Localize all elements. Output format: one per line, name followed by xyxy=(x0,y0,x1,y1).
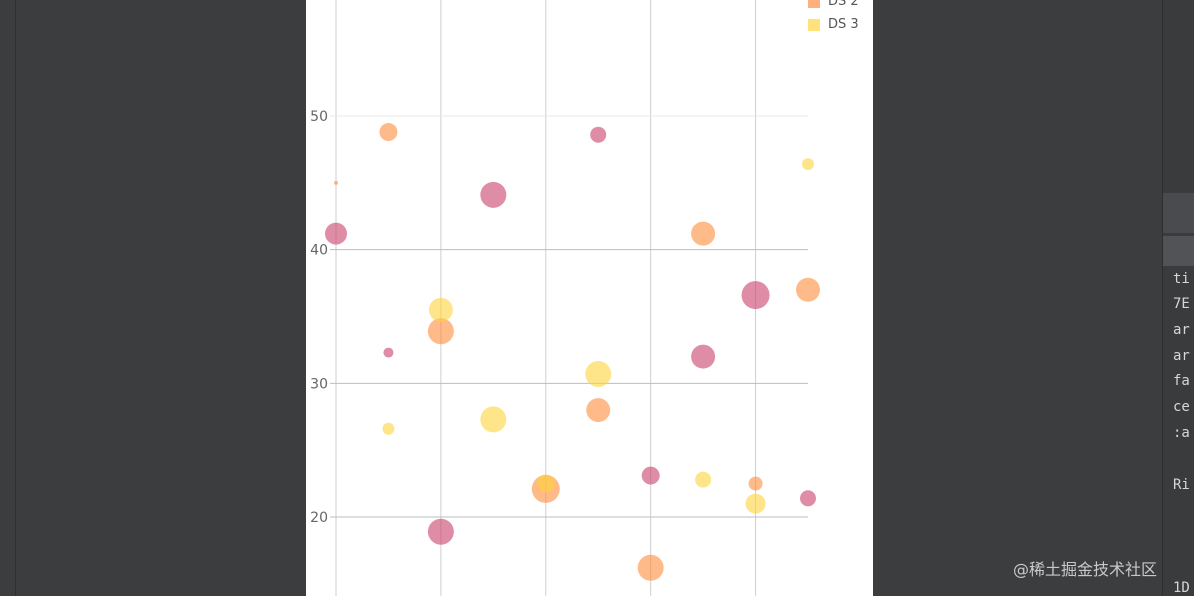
left-panel-divider xyxy=(15,0,16,596)
bubble-ds3[interactable] xyxy=(536,474,555,493)
bubble-ds2[interactable] xyxy=(691,221,716,246)
bubble-ds3[interactable] xyxy=(382,422,395,435)
legend-label-ds3: DS 3 xyxy=(828,17,859,32)
bubble-ds1[interactable] xyxy=(741,281,770,310)
bubble-ds3[interactable] xyxy=(480,406,507,433)
chart-card: 50 40 30 20 xyxy=(306,0,873,596)
bubble-ds3[interactable] xyxy=(585,360,612,387)
code-line: ar xyxy=(1173,348,1190,364)
bubble-ds1[interactable] xyxy=(800,490,816,507)
y-tick-label: 50 xyxy=(310,109,328,125)
bubble-ds1[interactable] xyxy=(427,518,454,545)
bubble-ds2[interactable] xyxy=(586,398,611,423)
y-tick-label: 20 xyxy=(310,510,328,526)
bubble-ds3[interactable] xyxy=(745,493,766,514)
code-line: :a xyxy=(1173,425,1190,441)
bubble-ds3[interactable] xyxy=(802,158,814,171)
bubble-ds1[interactable] xyxy=(590,126,607,143)
legend-swatch-ds3 xyxy=(808,19,820,31)
bubble-ds1[interactable] xyxy=(383,347,394,358)
code-line: Ri xyxy=(1173,477,1190,493)
code-line: fa xyxy=(1173,373,1190,389)
panel-toolbar-strip xyxy=(1163,193,1194,233)
bubble-chart: 50 40 30 20 xyxy=(310,0,820,596)
y-tick-label: 40 xyxy=(310,243,328,259)
bubble-ds3[interactable] xyxy=(695,471,712,488)
legend-label-ds2: DS 2 xyxy=(828,0,859,9)
right-editor-panel xyxy=(1162,0,1194,596)
bubble-ds1[interactable] xyxy=(480,181,507,208)
code-line: 7E xyxy=(1173,296,1190,312)
y-tick-label: 30 xyxy=(310,376,328,392)
bubble-ds1[interactable] xyxy=(641,466,660,485)
bubble-ds1[interactable] xyxy=(325,222,347,245)
bubble-ds1[interactable] xyxy=(691,344,716,369)
bubble-ds2[interactable] xyxy=(379,123,398,142)
bubble-ds2[interactable] xyxy=(334,180,338,185)
bubble-ds2[interactable] xyxy=(427,318,454,345)
bubble-ds2[interactable] xyxy=(796,277,820,302)
panel-tab-strip xyxy=(1163,236,1194,266)
bubble-ds2[interactable] xyxy=(637,554,664,581)
bubble-ds3[interactable] xyxy=(428,297,453,322)
watermark: @稀土掘金技术社区 xyxy=(1013,560,1158,579)
code-line: 1D xyxy=(1173,580,1190,596)
bubble-ds2[interactable] xyxy=(748,476,763,491)
code-line: ce xyxy=(1173,399,1190,415)
code-line: ti xyxy=(1173,271,1190,287)
code-line: ar xyxy=(1173,322,1190,338)
legend-swatch-ds2 xyxy=(808,0,820,8)
